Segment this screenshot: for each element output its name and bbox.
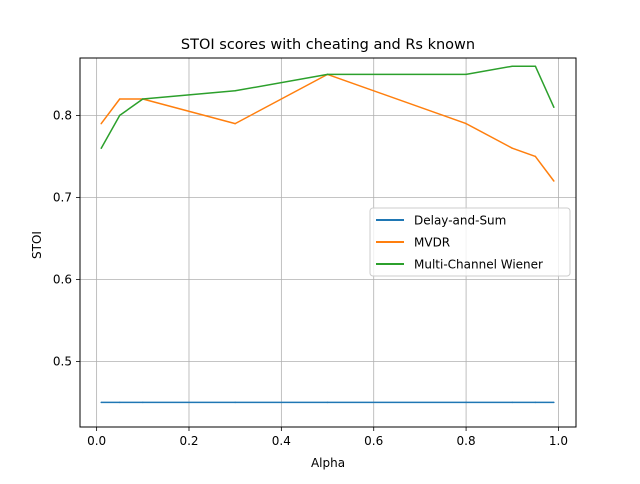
data-point — [142, 401, 144, 404]
y-tick-label: 0.7 — [53, 190, 72, 204]
data-point — [234, 401, 236, 404]
chart-title: STOI scores with cheating and Rs known — [181, 37, 475, 53]
legend: Delay-and-Sum MVDR Multi-Channel Wiener — [369, 207, 571, 277]
x-tick-label: 1.0 — [549, 434, 568, 448]
data-point — [511, 65, 514, 67]
data-point — [534, 155, 537, 158]
data-point — [511, 147, 514, 149]
data-point — [118, 114, 121, 117]
x-tick-label: 0.6 — [364, 434, 383, 448]
data-point — [534, 65, 537, 67]
legend-entry: Multi-Channel Wiener — [376, 258, 543, 272]
y-axis-label: STOI — [30, 231, 44, 259]
series-delay-and-sum — [100, 401, 555, 404]
data-point — [118, 98, 121, 100]
axes-frame — [79, 57, 577, 428]
legend-label: Delay-and-Sum — [414, 214, 506, 228]
legend-entry: MVDR — [376, 236, 450, 250]
data-point — [553, 106, 555, 108]
legend-box — [369, 207, 571, 277]
data-point — [465, 122, 467, 125]
series-lines — [100, 65, 555, 404]
data-point — [553, 180, 555, 182]
data-point — [465, 401, 467, 404]
y-tick-label: 0.6 — [53, 272, 72, 286]
y-tick-label: 0.8 — [53, 108, 72, 122]
legend-label: Multi-Channel Wiener — [414, 258, 543, 272]
data-point — [553, 401, 555, 404]
data-point — [326, 401, 329, 404]
data-point — [534, 401, 537, 404]
legend-entries: Delay-and-Sum MVDR Multi-Channel Wiener — [376, 214, 543, 272]
x-tick-label: 0.0 — [87, 434, 106, 448]
data-point — [234, 90, 236, 92]
y-tick-label: 0.5 — [53, 354, 72, 368]
data-point — [511, 401, 514, 404]
legend-label: MVDR — [414, 236, 450, 250]
x-tick-label: 0.4 — [272, 434, 291, 448]
data-point — [100, 147, 102, 149]
data-point — [465, 73, 467, 76]
legend-entry: Delay-and-Sum — [376, 214, 506, 228]
x-tick-label: 0.2 — [179, 434, 198, 448]
data-point — [326, 73, 329, 76]
series-multi-channel-wiener — [100, 65, 555, 149]
data-point — [142, 98, 144, 100]
data-point — [100, 401, 102, 404]
data-point — [100, 122, 102, 125]
axis-ticks: 0.0 0.2 0.4 0.6 0.8 1.0 0.5 0.6 0.7 0.8 — [53, 108, 568, 448]
data-point — [234, 122, 236, 125]
data-point — [118, 401, 121, 404]
x-axis-label: Alpha — [311, 456, 345, 470]
x-tick-label: 0.8 — [457, 434, 476, 448]
